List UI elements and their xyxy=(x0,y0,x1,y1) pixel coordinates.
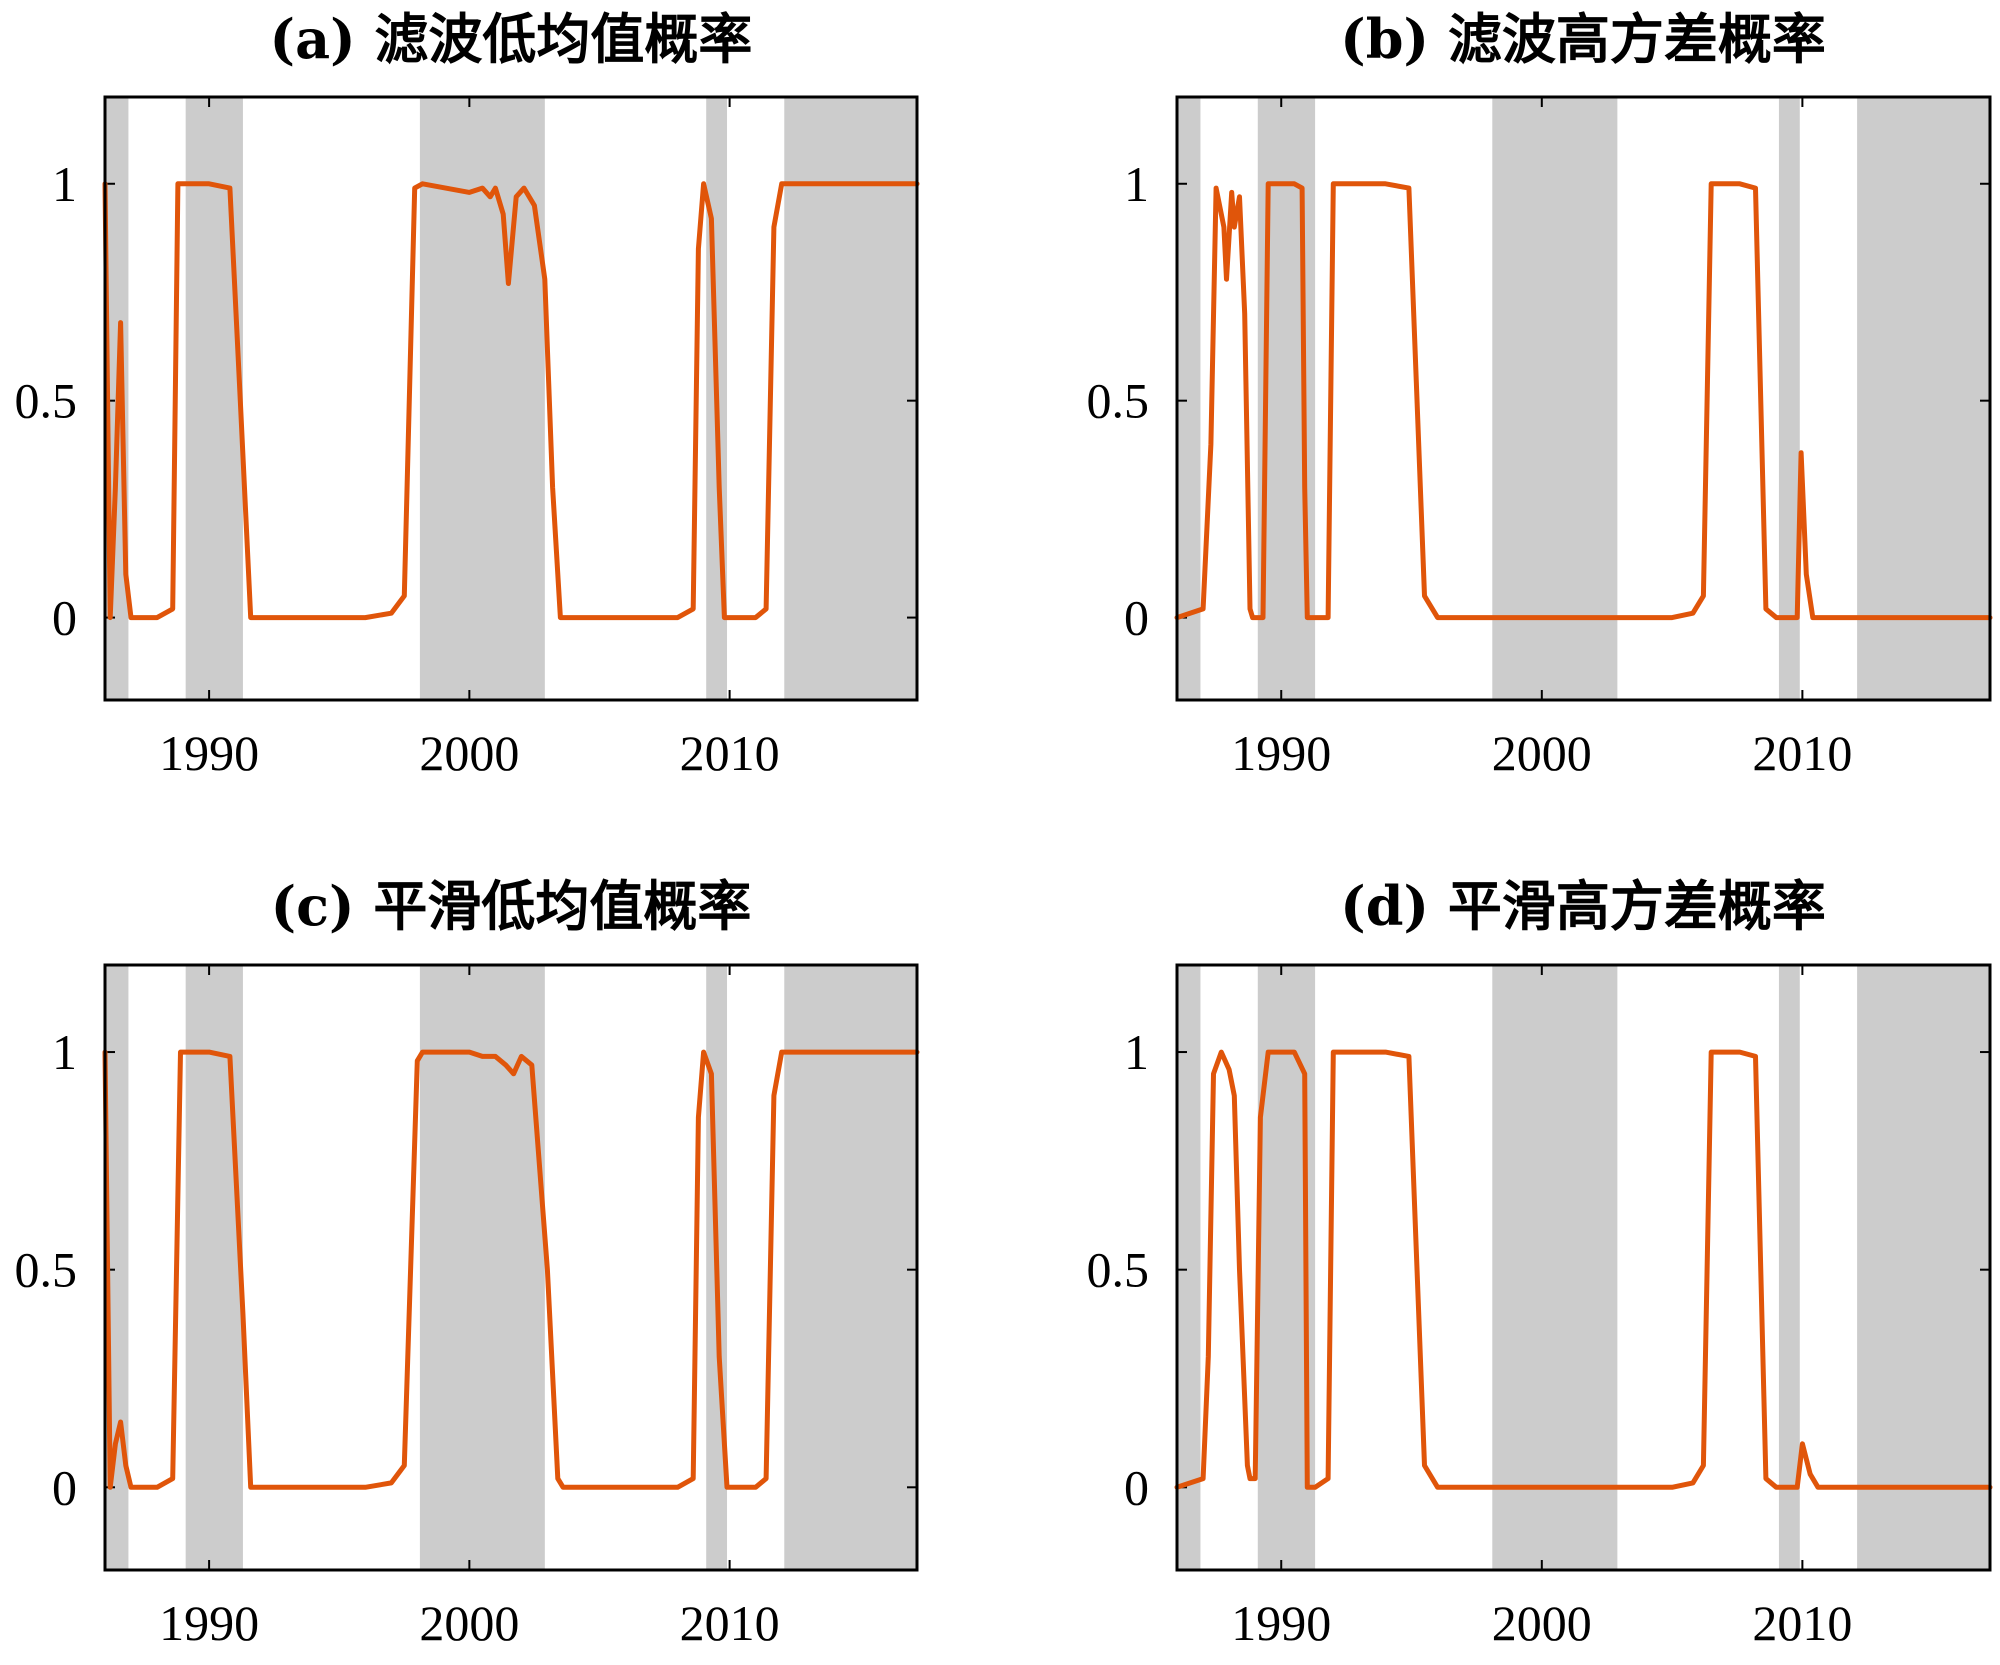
shaded-period-b-5 xyxy=(1857,97,1990,700)
plot-frame-b xyxy=(1175,95,1992,702)
plot-frame-c xyxy=(103,963,919,1572)
x-tick-label-a-0: 1990 xyxy=(159,725,259,781)
x-tick-label-d-0: 1990 xyxy=(1231,1595,1331,1651)
series-line-b xyxy=(1174,181,1993,621)
x-tick-label-c-0: 1990 xyxy=(159,1595,259,1651)
y-tick-label-d-2: 1 xyxy=(1124,1024,1149,1080)
shaded-period-b-4 xyxy=(1778,97,1800,700)
y-tick-label-b-0: 0 xyxy=(1124,590,1149,646)
y-tick-label-b-1: 0.5 xyxy=(1087,373,1150,429)
shaded-period-c-3 xyxy=(419,965,545,1570)
y-tick-label-c-2: 1 xyxy=(52,1024,77,1080)
shaded-period-d-5 xyxy=(1857,965,1990,1570)
plot-frame-d xyxy=(1175,963,1992,1572)
y-tick-label-c-1: 0.5 xyxy=(15,1242,78,1298)
x-tick-label-a-1: 2000 xyxy=(419,725,519,781)
chart-panel-a: (a) 滤波低均值概率 0 0.5 1 1990 2000 2010 xyxy=(15,7,920,781)
chart-title-a: (a) 滤波低均值概率 xyxy=(270,7,753,71)
shaded-period-a-2 xyxy=(185,97,243,700)
x-tick-label-d-1: 2000 xyxy=(1492,1595,1592,1651)
x-tick-label-c-1: 2000 xyxy=(419,1595,519,1651)
series-line-a xyxy=(102,181,920,621)
x-tick-label-b-1: 2000 xyxy=(1492,725,1592,781)
y-tick-label-a-2: 1 xyxy=(52,156,77,212)
y-tick-label-d-1: 0.5 xyxy=(1087,1242,1150,1298)
chart-title-b: (b) 滤波高方差概率 xyxy=(1340,7,1826,71)
series-line-c xyxy=(102,1049,920,1490)
plot-frame-a xyxy=(103,95,919,702)
x-tick-label-b-0: 1990 xyxy=(1231,725,1331,781)
shaded-period-d-3 xyxy=(1492,965,1618,1570)
shaded-period-d-4 xyxy=(1778,965,1800,1570)
chart-panel-b: (b) 滤波高方差概率 0 0.5 1 1990 2000 2010 xyxy=(1087,7,1993,781)
shaded-period-b-1 xyxy=(1177,97,1201,700)
shaded-period-c-5 xyxy=(784,965,917,1570)
shaded-period-d-1 xyxy=(1177,965,1201,1570)
x-tick-label-a-2: 2010 xyxy=(680,725,780,781)
y-tick-label-c-0: 0 xyxy=(52,1459,77,1515)
chart-panel-d: (d) 平滑高方差概率 0 0.5 1 1990 2000 2010 xyxy=(1087,874,1993,1651)
shaded-period-b-3 xyxy=(1492,97,1618,700)
x-tick-label-b-2: 2010 xyxy=(1752,725,1852,781)
y-tick-label-d-0: 0 xyxy=(1124,1459,1149,1515)
chart-title-d: (d) 平滑高方差概率 xyxy=(1340,874,1826,938)
chart-panel-c: (c) 平滑低均值概率 0 0.5 1 1990 2000 2010 xyxy=(15,874,920,1651)
y-tick-label-a-1: 0.5 xyxy=(15,373,78,429)
shaded-period-a-3 xyxy=(419,97,545,700)
y-tick-label-b-2: 1 xyxy=(1124,156,1149,212)
x-tick-label-c-2: 2010 xyxy=(680,1595,780,1651)
shaded-period-a-5 xyxy=(784,97,917,700)
chart-title-c: (c) 平滑低均值概率 xyxy=(271,874,752,938)
shaded-period-c-2 xyxy=(185,965,243,1570)
series-line-d xyxy=(1174,1049,1993,1490)
y-tick-label-a-0: 0 xyxy=(52,590,77,646)
x-tick-label-d-2: 2010 xyxy=(1752,1595,1852,1651)
